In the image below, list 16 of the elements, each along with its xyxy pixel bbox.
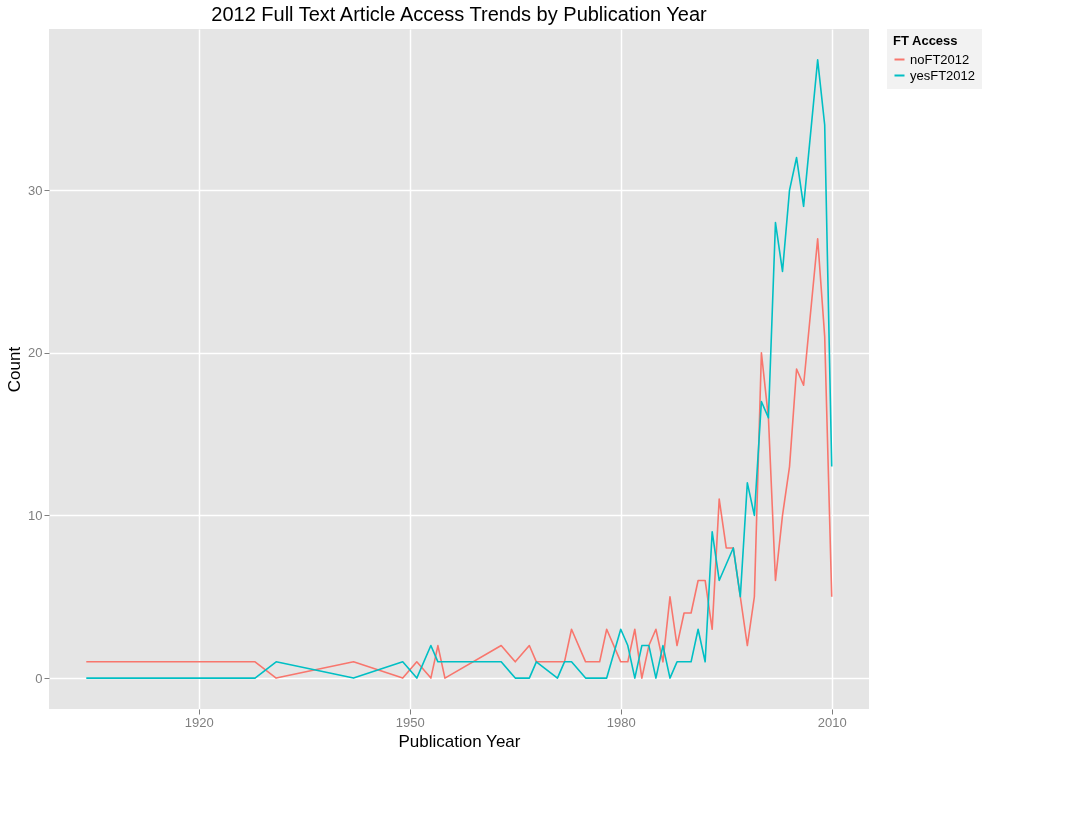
legend-title: FT Access [893, 33, 958, 48]
line-series [85, 238, 833, 679]
y-tick-label: 0 [35, 670, 43, 686]
y-tick-label: 30 [28, 182, 43, 198]
y-tick-label: 10 [28, 507, 43, 523]
chart-title: 2012 Full Text Article Access Trends by Publication Year [211, 3, 708, 25]
x-tick-label: 1950 [395, 714, 425, 730]
legend-label: noFT2012 [910, 51, 970, 67]
legend-label: yesFT2012 [910, 67, 976, 83]
x-tick-label: 1980 [606, 714, 636, 730]
x-tick-label: 2010 [817, 714, 847, 730]
line-series [85, 59, 833, 679]
y-tick-label: 20 [28, 345, 43, 361]
y-axis-title: Count [5, 346, 25, 393]
x-axis-title: Publication Year [398, 731, 521, 751]
x-tick-label: 1920 [184, 714, 214, 730]
